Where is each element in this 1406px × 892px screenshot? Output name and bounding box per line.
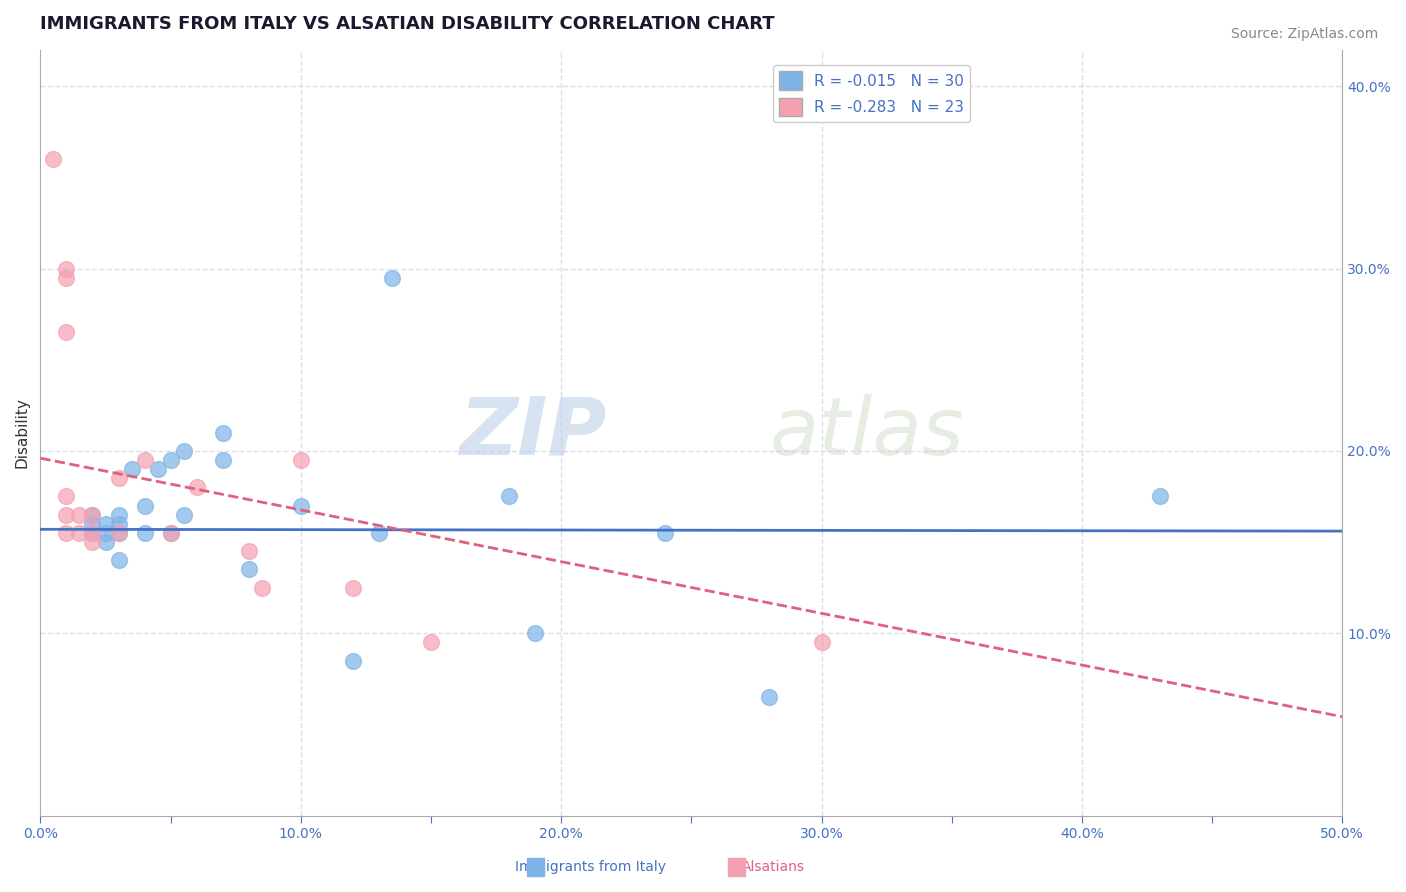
Point [55,525,77,540]
Point [290,453,312,467]
Point [69,525,91,540]
Text: IMMIGRANTS FROM ITALY VS ALSATIAN DISABILITY CORRELATION CHART: IMMIGRANTS FROM ITALY VS ALSATIAN DISABI… [41,15,775,33]
Point [82,525,104,540]
Point [42,152,65,166]
Point [82,535,104,549]
Point [159,525,181,540]
Text: Immigrants from Italy: Immigrants from Italy [515,860,666,874]
Point [55,326,77,340]
Point [524,626,547,640]
Point [121,462,143,476]
Point [238,562,260,576]
Legend: R = -0.015   N = 30, R = -0.283   N = 23: R = -0.015 N = 30, R = -0.283 N = 23 [773,65,970,122]
Text: ZIP: ZIP [460,393,607,472]
Point [146,462,169,476]
Point [55,261,77,276]
Point [420,635,443,649]
Point [211,425,233,440]
Point [107,525,129,540]
Point [810,635,832,649]
Point [82,508,104,522]
Y-axis label: Disability: Disability [15,397,30,468]
Point [134,525,156,540]
Point [1149,490,1171,504]
Point [55,490,77,504]
Text: Source: ZipAtlas.com: Source: ZipAtlas.com [1230,27,1378,41]
Text: Alsatians: Alsatians [742,860,804,874]
Point [82,508,104,522]
Point [654,525,676,540]
Point [134,453,156,467]
Point [211,453,233,467]
Point [381,270,404,285]
Point [498,490,520,504]
Point [173,443,195,458]
Point [159,453,181,467]
Point [55,270,77,285]
Point [107,553,129,567]
Point [342,581,364,595]
Point [290,499,312,513]
Point [94,516,117,531]
Point [94,535,117,549]
Point [758,690,780,704]
Text: atlas: atlas [769,393,965,472]
Point [82,525,104,540]
Point [69,508,91,522]
Point [107,525,129,540]
Point [173,508,195,522]
Point [107,516,129,531]
Point [55,508,77,522]
Point [94,525,117,540]
Point [342,654,364,668]
Point [82,516,104,531]
Point [367,525,389,540]
Point [159,525,181,540]
Point [186,480,208,494]
Point [134,499,156,513]
Point [238,544,260,558]
Point [107,471,129,485]
Point [107,508,129,522]
Point [250,581,273,595]
